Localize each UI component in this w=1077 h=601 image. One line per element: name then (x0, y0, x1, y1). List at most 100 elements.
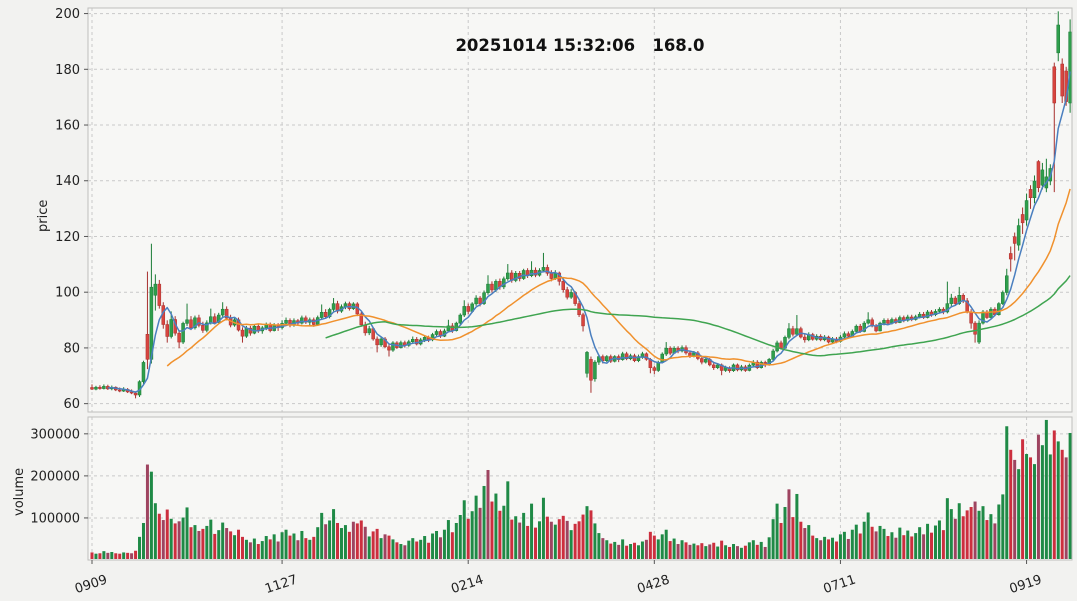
volume-bar (387, 535, 391, 559)
volume-bar (240, 536, 244, 559)
volume-bar (1044, 419, 1048, 559)
volume-bar (304, 538, 308, 559)
volume-bar (783, 507, 787, 559)
candle-body (94, 386, 98, 390)
tick-label: 100000 (30, 511, 80, 526)
volume-bar (193, 525, 197, 559)
volume-bar (823, 536, 827, 559)
volume-bar (926, 523, 930, 559)
volume-bar (945, 498, 949, 559)
candle-body (117, 389, 122, 392)
volume-bar (989, 514, 993, 559)
candle-body (482, 292, 486, 304)
candle-body (704, 359, 708, 363)
tick-label: 300000 (30, 427, 80, 442)
volume-bar (696, 545, 700, 559)
candle-body (953, 297, 958, 304)
volume-bar (435, 530, 439, 559)
volume-bar (423, 536, 427, 559)
candle-body (387, 346, 391, 351)
candle-body (1032, 180, 1037, 198)
volume-bar (648, 531, 652, 559)
volume-bar (700, 543, 704, 559)
volume-bar (379, 538, 383, 559)
tick-label: 120 (55, 230, 80, 245)
candle-body (359, 313, 364, 326)
volume-bar (728, 546, 732, 559)
candle-body (513, 272, 518, 281)
volume-bar (922, 534, 926, 559)
tick-label: 0711 (822, 573, 858, 597)
volume-bar (850, 529, 854, 559)
volume-bar (145, 464, 149, 559)
candle-body (1056, 24, 1060, 54)
volume-bar (684, 542, 688, 559)
volume-bar (803, 528, 807, 559)
ma60-path (325, 275, 1071, 357)
volume-bar (795, 493, 799, 559)
volume-bar (403, 545, 407, 559)
volume-bar (395, 542, 399, 559)
volume-bar (292, 533, 296, 559)
volume-bar (367, 536, 371, 559)
volume-bar (1048, 454, 1052, 559)
candle-body (129, 391, 134, 394)
candle-body (141, 362, 146, 382)
volume-bar (1025, 454, 1029, 559)
candle-body (882, 320, 886, 324)
volume-bar (411, 538, 415, 559)
volume-bar (458, 514, 462, 559)
candle-body (660, 353, 664, 363)
tick-label: 0909 (73, 573, 109, 597)
candle-body (98, 386, 102, 389)
volume-bar (102, 551, 106, 559)
volume-bar (676, 544, 680, 559)
volume-bar (791, 517, 795, 559)
candle-body (375, 338, 379, 346)
candle-body (391, 342, 395, 351)
volume-bars (90, 419, 1072, 559)
volume-bar (906, 530, 910, 559)
volume-bar (450, 532, 454, 559)
volume-bar (157, 513, 161, 559)
volume-bar (438, 537, 442, 559)
candle-body (866, 319, 870, 324)
volume-bar (217, 530, 221, 559)
volume-bar (173, 523, 177, 559)
candle-body (977, 322, 981, 343)
volume-bar (498, 510, 502, 559)
candle-body (458, 314, 463, 324)
volume-bar (268, 539, 272, 559)
volume-bar (834, 541, 838, 559)
volume-bar (256, 544, 260, 559)
volume-bar (213, 533, 217, 559)
volume-bar (324, 524, 328, 559)
volume-bar (933, 525, 937, 559)
volume-bar (427, 542, 431, 559)
candle-body (779, 342, 783, 349)
candle-body (1005, 275, 1009, 293)
candle-body (803, 336, 807, 341)
volume-bar (640, 541, 644, 559)
volume-bar (537, 521, 541, 559)
volume-bar (660, 534, 664, 559)
volume-bar (561, 515, 565, 559)
tick-label: 60 (63, 397, 80, 412)
volume-bar (526, 525, 530, 559)
chart-title: 20251014 15:32:06 168.0 (455, 36, 705, 55)
volume-bar (383, 534, 387, 559)
candle-body (846, 333, 851, 337)
volume-bar (878, 525, 882, 559)
tick-label: 1127 (263, 573, 299, 597)
candle-body (224, 308, 229, 319)
volume-bar (1017, 469, 1021, 559)
candle-body (589, 359, 593, 381)
candle-body (300, 317, 304, 324)
volume-bar (898, 527, 902, 559)
volume-bar (557, 519, 561, 559)
volume-bar (858, 533, 862, 559)
candle-body (605, 356, 609, 361)
volume-bar (209, 519, 213, 559)
volume-bar (735, 546, 739, 559)
candle-body (197, 317, 201, 326)
